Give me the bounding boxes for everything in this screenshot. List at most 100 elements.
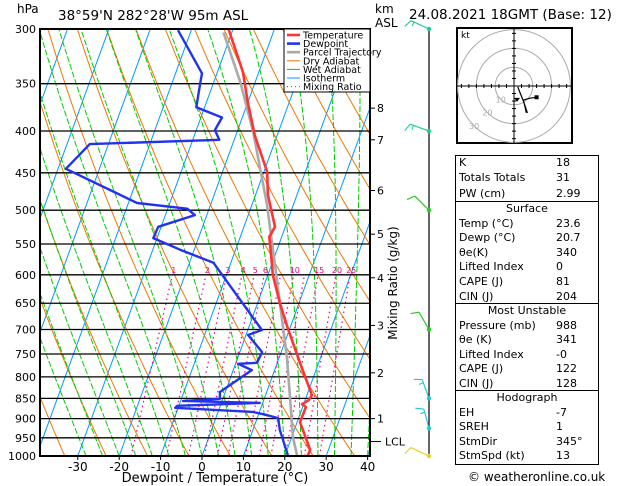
isotherm-line <box>77 29 234 456</box>
mixing-ratio-axis-title: Mixing Ratio (g/kg) <box>386 226 400 339</box>
km-tick-label: 5 <box>377 228 384 241</box>
stat-label: StmDir <box>459 434 498 448</box>
x-axis-title: Dewpoint / Temperature (°C) <box>122 471 309 486</box>
parcel-trajectory-line <box>222 32 299 456</box>
pressure-tick-label: 800 <box>15 371 36 384</box>
stat-row: θe(K) 340 <box>456 246 598 261</box>
legend-label: Dewpoint <box>303 39 348 50</box>
wind-barb-halfflag <box>418 382 424 385</box>
isotherm-line <box>325 334 370 456</box>
isotherm-line <box>40 29 110 220</box>
stat-row: SREH 1 <box>456 420 598 435</box>
stat-value: 31 <box>556 171 570 185</box>
km-tick-label: 7 <box>377 134 384 147</box>
x-tick-label: 40 <box>360 460 375 474</box>
wet-adiabat-line <box>168 29 269 456</box>
stat-value: 345° <box>556 434 583 448</box>
wind-barb-staff <box>421 379 430 399</box>
pressure-tick-label: 600 <box>15 269 36 282</box>
mixing-ratio-label: 10 <box>290 266 300 275</box>
legend-label: Mixing Ratio <box>303 82 362 93</box>
isobars: 300 350 400 450 500 550 600 650 700 750 800 850 900 9… <box>8 23 370 463</box>
x-tick-label: -20 <box>109 460 129 474</box>
km-label: km <box>375 2 394 16</box>
stat-row: Temp (°C) 23.6 <box>456 217 598 232</box>
stat-label: PW (cm) <box>459 186 506 200</box>
pressure-tick-label: 700 <box>15 324 36 337</box>
wet-adiabat-line <box>40 336 87 456</box>
mixing-ratio-label: 5 <box>253 266 258 275</box>
wind-barb-dot <box>426 26 432 32</box>
stat-label: θe(K) <box>459 245 489 259</box>
surface-box: Surface Temp (°C) 23.6 Dewp (°C) 20.7 θe(K) 34… <box>455 201 599 306</box>
isotherm-line <box>40 29 193 448</box>
isotherm-line <box>0 0 8 456</box>
wind-barb-staff <box>423 408 430 429</box>
stat-value: -7 <box>556 405 567 419</box>
mixing-ratio-line <box>258 274 295 456</box>
stat-value: 18 <box>556 156 570 169</box>
wet-adiabat-line <box>289 29 319 456</box>
stat-value: 13 <box>556 449 570 463</box>
pressure-tick-label: 900 <box>15 413 36 426</box>
dry-adiabat-line <box>47 29 231 456</box>
stat-row: CIN (J) 128 <box>456 377 598 392</box>
wind-barb-staff <box>410 447 430 457</box>
stat-value: 0 <box>556 260 563 274</box>
wind-barb-staff <box>418 311 430 330</box>
wind-barb-dot <box>426 327 432 332</box>
wind-barb-dot <box>426 453 432 459</box>
x-tick-label: 30 <box>319 460 334 474</box>
dewpoint-line <box>64 29 290 456</box>
box-title: Surface <box>506 202 548 215</box>
pressure-tick-label: 450 <box>15 167 36 180</box>
wind-barbs <box>404 20 432 459</box>
pressure-tick-label: 400 <box>15 125 36 138</box>
stat-value: 128 <box>556 376 577 390</box>
pressure-tick-label: 300 <box>15 23 36 36</box>
mixing-ratio-line <box>165 274 207 456</box>
wet-adiabat-line <box>80 29 220 456</box>
mixing-ratio-label: 20 <box>332 266 342 275</box>
isotherm-line <box>40 29 69 107</box>
wind-barb-halfflag <box>420 411 425 415</box>
wind-barb-halfflag <box>411 21 415 27</box>
stat-value: 2.99 <box>556 186 581 200</box>
box-title: Most Unstable <box>487 304 567 317</box>
x-tick-label: 20 <box>277 460 292 474</box>
wet-adiabat-line <box>40 90 170 456</box>
x-tick-label: 0 <box>198 460 206 474</box>
mixing-ratio-line <box>318 274 351 456</box>
km-tick-label: 6 <box>377 184 384 197</box>
dry-adiabat-line <box>40 198 149 456</box>
stat-label: EH <box>459 405 475 419</box>
stat-label: Lifted Index <box>459 260 524 274</box>
temperature-line <box>227 29 314 456</box>
stat-label: CIN (J) <box>459 376 494 390</box>
dry-adiabat-line <box>194 29 370 361</box>
stat-row: CAPE (J) 81 <box>456 275 598 290</box>
wet-adiabat-line <box>327 29 337 456</box>
datetime-label: 24.08.2021 18GMT (Base: 12) <box>409 7 612 23</box>
stat-row: StmDir 345° <box>456 435 598 450</box>
box-title: Hodograph <box>496 391 558 404</box>
stat-row: θe (K) 341 <box>456 333 598 348</box>
stat-value: 122 <box>556 362 577 376</box>
dry-adiabat-line <box>626 17 629 456</box>
hodograph-unit-label: kt <box>461 31 470 41</box>
stat-row: Lifted Index 0 <box>456 260 598 275</box>
stat-row: EH -7 <box>456 406 598 421</box>
indices-box: K 18 Totals Totals 31 PW (cm) 2.99 <box>455 155 599 203</box>
legend-label: Dry Adiabat <box>303 56 360 67</box>
wind-barb-flag <box>415 407 424 410</box>
mixing-ratio-line <box>203 274 243 456</box>
wind-barb-dot <box>426 207 432 213</box>
wind-barb-flag <box>410 311 420 315</box>
mixing-ratio-label: 4 <box>241 266 246 275</box>
mixing-ratio-line <box>227 274 265 456</box>
legend-label: Parcel Trajectory <box>303 48 382 59</box>
plot-frame <box>39 28 371 457</box>
